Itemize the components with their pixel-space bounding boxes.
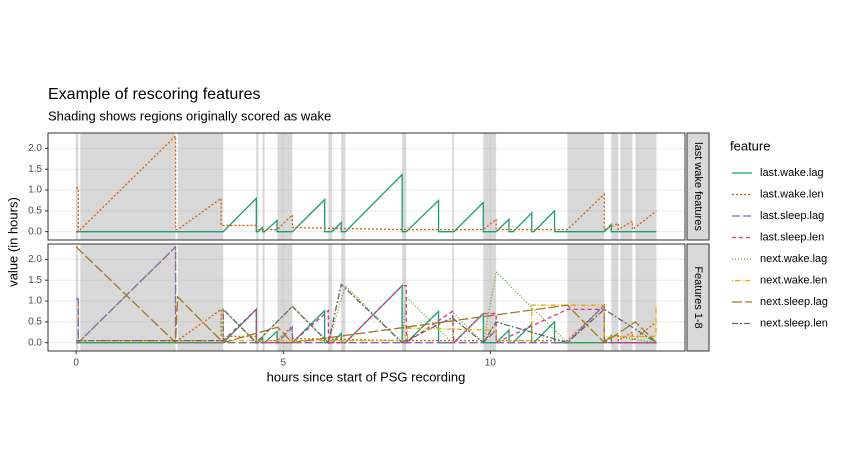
y-tick-label: 1.5 [28, 164, 42, 175]
wake-region [452, 133, 454, 240]
chart-title: Example of rescoring features [48, 86, 261, 103]
wake-region [567, 244, 605, 351]
wake-region [328, 133, 333, 240]
y-tick-label: 0.0 [28, 226, 42, 237]
legend-label: next.wake.lag [760, 253, 827, 265]
series-line [76, 284, 657, 345]
y-tick-label: 2.0 [28, 254, 42, 265]
x-tick-label: 10 [485, 358, 497, 369]
wake-region [567, 133, 605, 240]
wake-region [635, 133, 657, 240]
wake-region [80, 133, 176, 240]
y-tick-label: 0.5 [28, 316, 42, 327]
y-tick-label: 1.0 [28, 185, 42, 196]
x-tick-label: 0 [73, 358, 79, 369]
wake-region [256, 244, 259, 351]
legend-label: last.sleep.len [760, 231, 824, 243]
wake-region [483, 133, 497, 240]
y-tick-label: 0.0 [28, 337, 42, 348]
y-tick-label: 2.0 [28, 143, 42, 154]
strip [686, 243, 710, 352]
series-line [76, 304, 657, 342]
legend-label: next.wake.len [760, 274, 827, 286]
wake-region [177, 133, 224, 240]
wake-region [402, 133, 407, 240]
chart-subtitle: Shading shows regions originally scored … [48, 108, 331, 123]
series-line [76, 173, 657, 233]
wake-region [76, 244, 79, 351]
legend-label: last.wake.len [760, 188, 824, 200]
wake-region [402, 244, 407, 351]
wake-region [277, 244, 293, 351]
wake-region [452, 244, 454, 351]
wake-region [611, 244, 619, 351]
wake-region [76, 133, 79, 240]
strip-label: last wake features [692, 142, 704, 231]
strip-label: Features 1-8 [692, 266, 704, 328]
series-line [76, 283, 657, 344]
y-tick-label: 1.5 [28, 275, 42, 286]
legend-label: next.sleep.len [760, 317, 828, 329]
wake-region [341, 244, 346, 351]
panel [48, 244, 685, 351]
y-tick-label: 1.0 [28, 296, 42, 307]
legend-label: last.sleep.lag [760, 210, 824, 222]
legend-label: last.wake.lag [760, 167, 824, 179]
legend-title: feature [730, 138, 770, 153]
wake-region [620, 244, 633, 351]
wake-region [262, 133, 265, 240]
wake-region [635, 244, 657, 351]
series-line [76, 134, 657, 234]
wake-region [262, 244, 265, 351]
wake-region [611, 133, 619, 240]
series-line [75, 246, 657, 345]
wake-region [341, 133, 346, 240]
wake-region [277, 133, 293, 240]
x-tick-label: 5 [280, 358, 286, 369]
strip [686, 132, 710, 241]
panel-border [47, 243, 686, 352]
x-axis-label: hours since start of PSG recording [267, 369, 466, 384]
series-line [76, 245, 657, 345]
y-tick-label: 0.5 [28, 205, 42, 216]
panel [48, 133, 685, 240]
panel-background [48, 133, 685, 240]
wake-region [328, 244, 333, 351]
wake-region [620, 133, 633, 240]
wake-region [483, 244, 497, 351]
wake-region [177, 244, 224, 351]
wake-region [256, 133, 259, 240]
y-axis-label: value (in hours) [5, 197, 20, 287]
panel-border [47, 132, 686, 241]
legend-label: next.sleep.lag [760, 296, 828, 308]
